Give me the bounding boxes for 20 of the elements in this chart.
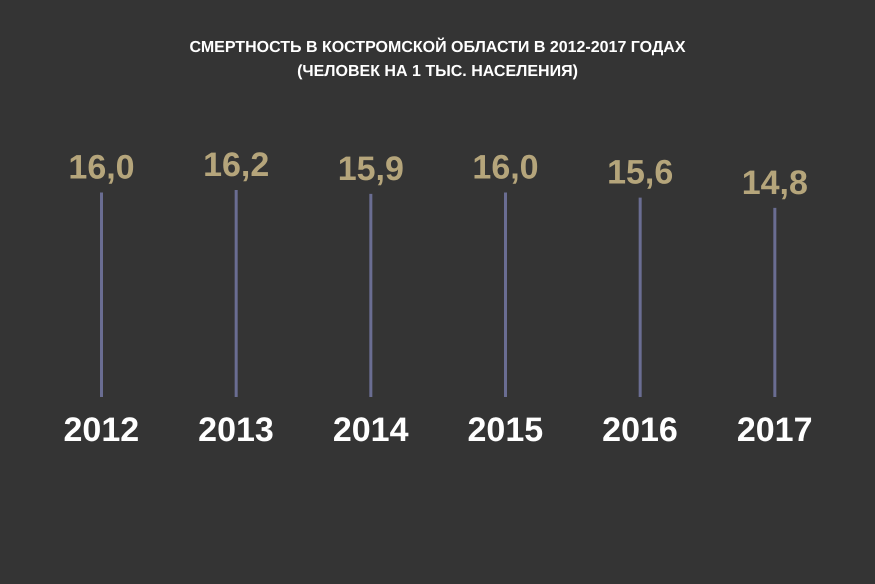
bar (638, 198, 642, 397)
data-label: 16,0 (472, 148, 539, 187)
x-tick-label: 2016 (602, 411, 678, 450)
data-label: 15,9 (338, 150, 404, 188)
bar (234, 190, 238, 397)
bar (100, 192, 103, 397)
data-label: 16,2 (203, 146, 270, 184)
data-label: 16,0 (68, 148, 135, 187)
bar (369, 194, 372, 397)
bar (504, 192, 507, 397)
chart-title: СМЕРТНОСТЬ В КОСТРОМСКОЙ ОБЛАСТИ В 2012-2017 ГОДАХ (188, 36, 687, 58)
chart-subtitle: (ЧЕЛОВЕК НА 1 ТЫС. НАСЕЛЕНИЯ) (296, 62, 579, 82)
x-tick-label: 2012 (64, 411, 140, 450)
x-tick-label: 2017 (736, 411, 812, 450)
data-label: 14,8 (742, 164, 808, 202)
x-tick-label: 2015 (468, 411, 544, 450)
data-label: 15,6 (607, 154, 674, 192)
bar (773, 208, 776, 397)
x-tick-label: 2013 (198, 411, 274, 450)
x-tick-label: 2014 (332, 411, 409, 450)
